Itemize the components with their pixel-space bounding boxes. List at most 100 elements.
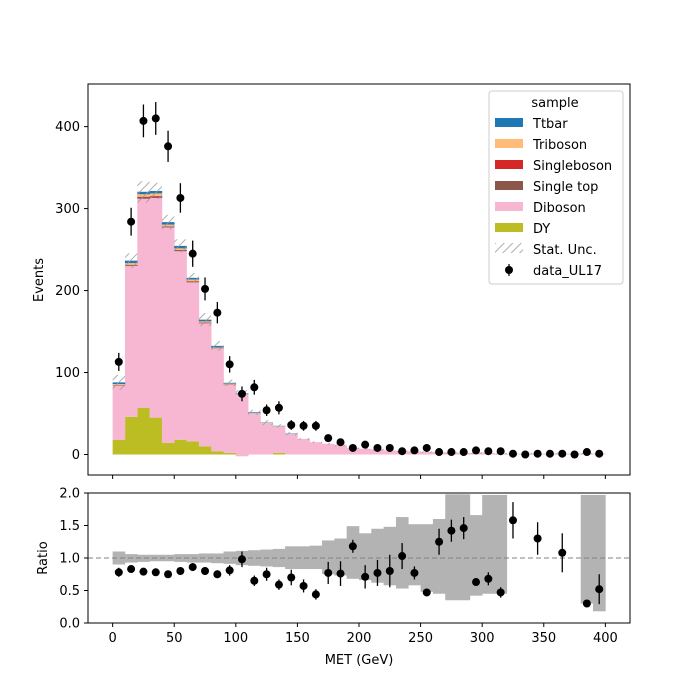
ratio-point-30 (484, 574, 493, 583)
ytick-label-300: 300 (55, 202, 80, 217)
ratio-point-31 (496, 588, 505, 597)
xtick-label-350: 350 (531, 631, 556, 646)
data-point-16 (311, 421, 320, 430)
bar-diboson-bin-15 (297, 438, 311, 455)
legend-data-marker (505, 266, 513, 274)
ratio-ytick-label-1.0: 1.0 (59, 552, 80, 567)
ratio-band-bin-17 (322, 540, 335, 575)
ratio-band-bin-29 (469, 515, 483, 596)
data-point-39 (595, 449, 604, 458)
data-point-5 (176, 193, 185, 202)
ratio-point-16 (311, 590, 320, 599)
main-x-ticks (112, 475, 606, 479)
bar-diboson-bin-25 (420, 452, 434, 455)
data-point-7 (201, 284, 210, 293)
ratio-point-33 (533, 534, 542, 543)
ratio-point-25 (422, 588, 431, 597)
legend: sample Ttbar Triboson Singleboson Single… (488, 90, 624, 285)
legend-label-stat-unc: Stat. Unc. (533, 243, 597, 258)
ratio-band-bin-26 (432, 519, 446, 594)
ratio-point-3 (151, 568, 160, 577)
stat-unc-bin-9 (223, 379, 236, 387)
legend-swatch-single-top (495, 181, 523, 190)
ratio-band-bin-2 (137, 554, 150, 562)
bar-diboson-bin-9 (223, 384, 237, 453)
ytick-label-400: 400 (55, 120, 80, 135)
xtick-label-100: 100 (223, 631, 248, 646)
xtick-label-50: 50 (166, 631, 183, 646)
data-point-29 (472, 446, 481, 455)
legend-swatch-dy (495, 223, 523, 232)
data-point-22 (385, 443, 394, 452)
data-point-6 (188, 249, 197, 258)
ratio-point-2 (139, 567, 148, 576)
stat-unc-bin-13 (272, 424, 286, 428)
bar-dy-bin-4 (161, 443, 175, 455)
ratio-point-26 (435, 537, 444, 546)
xtick-label-300: 300 (470, 631, 495, 646)
ratio-point-20 (361, 572, 370, 581)
ratio-panel: 0.0 0.5 1.0 1.5 2.0 0 50 100 150 200 250 300 350 400… (36, 487, 631, 668)
bar-diboson-bin-5 (174, 251, 187, 440)
ratio-ytick-label-0.0: 0.0 (59, 617, 80, 632)
data-point-9 (225, 360, 234, 369)
data-point-25 (422, 443, 431, 452)
ratio-point-6 (188, 563, 197, 572)
bar-diboson-bin-7 (198, 323, 212, 447)
bar-diboson-bin-18 (334, 445, 347, 455)
data-point-34 (533, 449, 542, 458)
data-point-21 (373, 443, 382, 452)
bar-diboson-bin-21 (371, 449, 384, 455)
xtick-label-400: 400 (593, 631, 618, 646)
bar-dy-bin-13 (272, 452, 286, 455)
ratio-point-35 (582, 599, 591, 608)
data-point-18 (336, 438, 345, 447)
bar-dy-bin-9 (223, 452, 237, 455)
bar-diboson-bin-4 (161, 227, 175, 444)
bar-diboson-bin-20 (359, 448, 372, 455)
data-point-33 (521, 450, 530, 459)
stat-unc-bin-15 (297, 438, 310, 440)
bar-diboson-bin-8 (211, 348, 224, 452)
ratio-point-5 (176, 567, 185, 575)
data-point-26 (435, 448, 444, 457)
bar-diboson-bin-13 (272, 426, 286, 453)
stat-unc-bin-16 (309, 441, 323, 444)
ratio-point-32 (508, 516, 517, 525)
legend-label-single-top: Single top (533, 180, 598, 195)
legend-label-singleboson: Singleboson (533, 159, 612, 174)
legend-swatch-triboson (495, 139, 523, 148)
ratio-band-bin-21 (371, 528, 384, 583)
xtick-label-0: 0 (108, 631, 116, 646)
bar-diboson-bin-10 (235, 394, 249, 457)
ratio-point-12 (262, 570, 271, 579)
data-point-32 (508, 449, 517, 458)
data-point-24 (410, 446, 419, 455)
ratio-band-bin-20 (359, 533, 372, 581)
ratio-point-29 (472, 578, 481, 587)
ratio-band-bin-18 (334, 538, 347, 576)
ratio-point-4 (164, 570, 173, 579)
ratio-point-19 (348, 542, 357, 551)
xtick-label-200: 200 (347, 631, 372, 646)
bar-dy-bin-1 (124, 416, 138, 455)
data-point-1 (127, 217, 136, 226)
ratio-ytick-label-2.0: 2.0 (59, 487, 80, 502)
legend-label-data: data_UL17 (533, 264, 602, 279)
ratio-point-22 (385, 567, 394, 575)
stat-unc-bin-17 (322, 443, 335, 445)
ratio-point-28 (459, 524, 468, 533)
ratio-point-24 (410, 568, 419, 577)
data-point-15 (299, 421, 308, 430)
legend-label-dy: DY (533, 222, 550, 237)
stat-unc-bin-8 (211, 340, 224, 351)
bar-dy-bin-8 (211, 451, 224, 455)
stat-unc-bin-20 (359, 447, 372, 450)
ytick-label-0: 0 (72, 448, 80, 463)
ratio-y-ticks: 0.0 0.5 1.0 1.5 2.0 (59, 487, 88, 632)
ratio-point-23 (398, 552, 407, 561)
data-point-37 (570, 450, 579, 459)
bar-dy-bin-5 (174, 439, 187, 455)
stat-unc-bin-11 (248, 409, 261, 415)
